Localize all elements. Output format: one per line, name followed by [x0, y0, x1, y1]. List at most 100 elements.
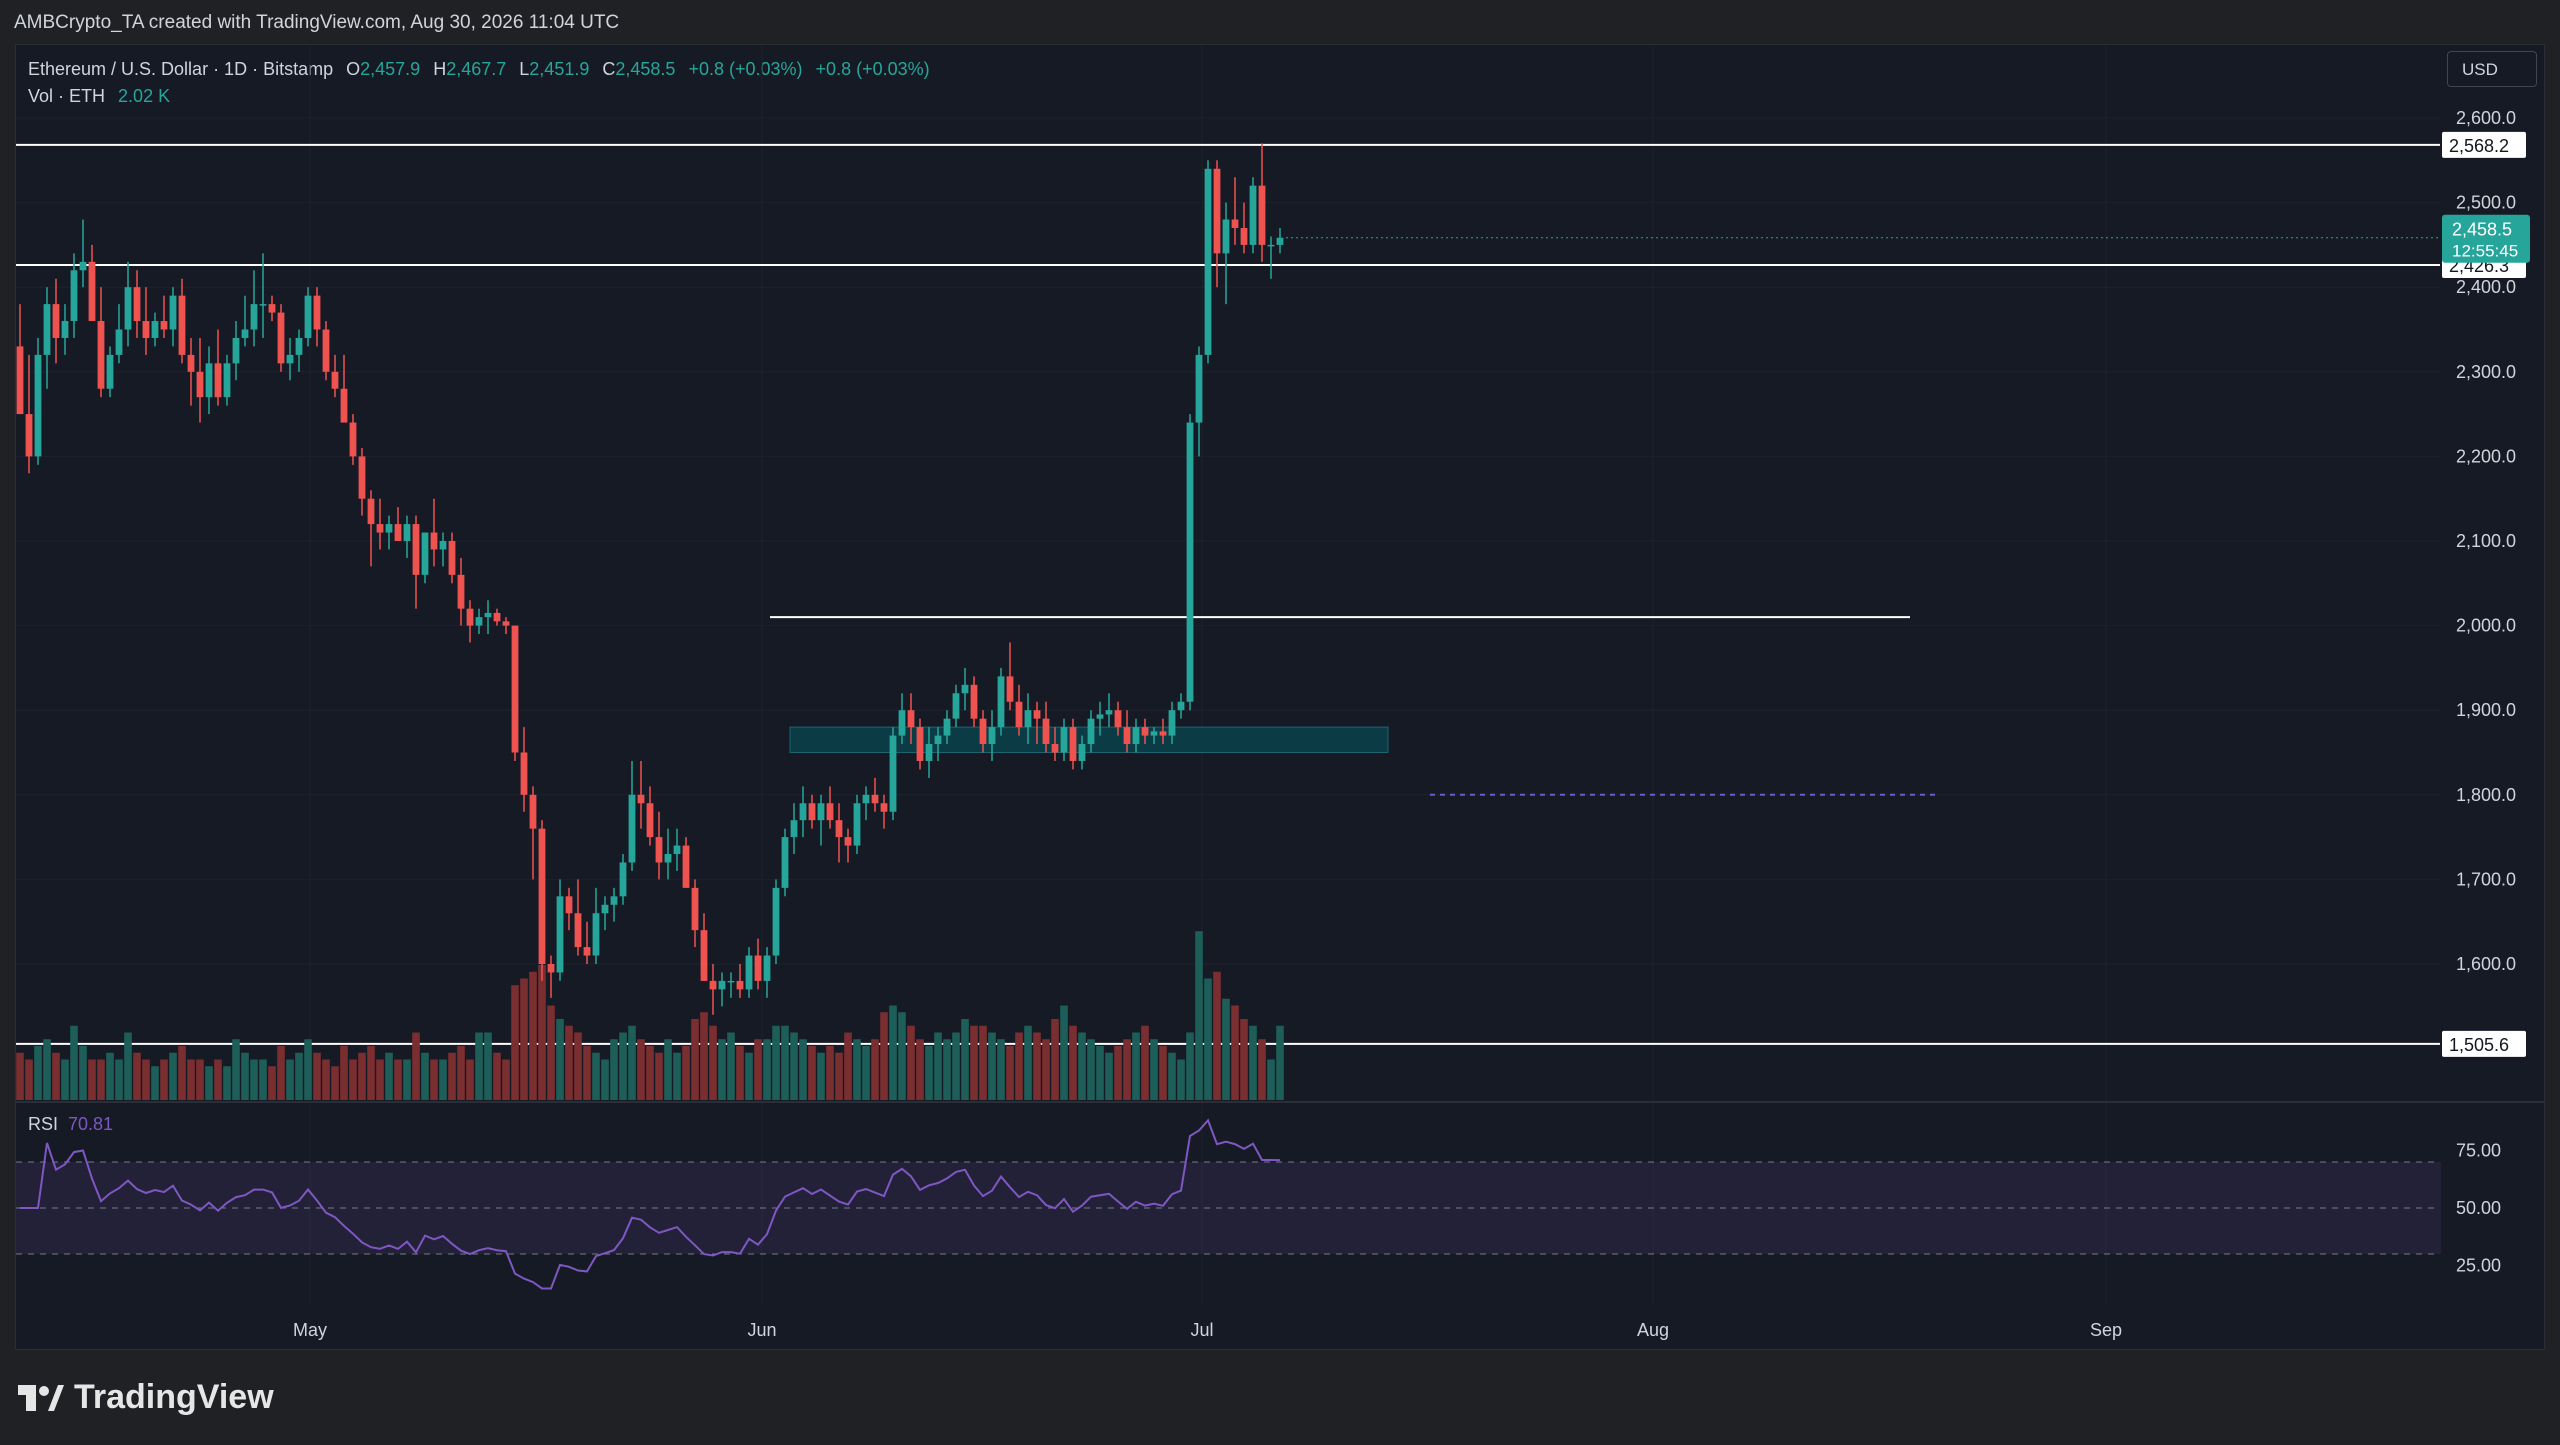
volume-bar [781, 1025, 789, 1100]
candle-body [547, 964, 555, 973]
close-label: C [602, 59, 616, 79]
volume-bar [916, 1039, 924, 1100]
volume-bar [88, 1059, 96, 1100]
rsi-label[interactable]: RSI [28, 1114, 59, 1134]
volume-bar [340, 1046, 348, 1100]
candle-body [997, 676, 1005, 728]
volume-bar [853, 1039, 861, 1100]
candle-body [736, 980, 744, 990]
volume-bar [889, 1005, 897, 1100]
candle-body [754, 955, 762, 981]
tradingview-logo-icon [18, 1384, 64, 1411]
brand-name: TradingView [74, 1378, 274, 1416]
candle-body [1060, 727, 1068, 753]
candle-body [862, 794, 870, 804]
volume-bar [277, 1046, 285, 1100]
volume-bar [682, 1046, 690, 1100]
volume-bar [223, 1066, 231, 1100]
candle-body [79, 261, 87, 271]
candle-body [826, 803, 834, 821]
candle-body [1069, 727, 1077, 761]
volume-bar [727, 1032, 735, 1100]
level-badge-0: 2,568.2 [2449, 136, 2509, 156]
volume-bar [466, 1059, 474, 1100]
volume-bar [1033, 1032, 1041, 1100]
volume-bar [16, 1052, 24, 1100]
level-badge-4: 1,505.6 [2449, 1035, 2509, 1055]
candle-body [169, 295, 177, 330]
candle-body [52, 304, 60, 338]
candle-body [1177, 701, 1185, 711]
candle-body [1033, 710, 1041, 719]
candle-body [1231, 219, 1239, 228]
volume-label[interactable]: Vol · ETH [28, 86, 106, 106]
volume-bar [898, 1012, 906, 1100]
volume-bar [1168, 1052, 1176, 1100]
volume-bar [1105, 1052, 1113, 1100]
level-badge-4-bg [2442, 1030, 2526, 1057]
candle-body [574, 913, 582, 948]
candle-body [367, 498, 375, 525]
volume-bar [43, 1039, 51, 1100]
volume-bar [529, 971, 537, 1100]
candle-body [412, 524, 420, 575]
candle-body [493, 612, 501, 622]
volume-bar [754, 1039, 762, 1100]
candle-body [205, 363, 213, 398]
volume-bar [565, 1025, 573, 1100]
volume-bar [1150, 1039, 1158, 1100]
rsi-axis-label: 50.00 [2456, 1198, 2501, 1218]
candle-body [259, 304, 267, 306]
currency-button[interactable]: USD [2447, 51, 2537, 87]
volume-bar [133, 1052, 141, 1100]
volume-bar [1123, 1039, 1131, 1100]
candle-body [304, 295, 312, 338]
last-price-label: 2,458.5 [2452, 220, 2512, 240]
volume-bar [106, 1052, 114, 1100]
volume-bar [538, 965, 546, 1100]
candle-body [403, 524, 411, 541]
volume-bar [124, 1032, 132, 1100]
volume-bar [268, 1066, 276, 1100]
volume-bar [1069, 1025, 1077, 1100]
candle-body [313, 295, 321, 330]
volume-bar [1096, 1046, 1104, 1100]
open-value: 2,457.9 [360, 59, 421, 79]
candle-body [1258, 185, 1266, 245]
candle-body [916, 727, 924, 761]
volume-bar [1087, 1039, 1095, 1100]
volume-bar [952, 1032, 960, 1100]
volume-bar [1204, 978, 1212, 1100]
tradingview-logo[interactable]: TradingView [18, 1378, 274, 1417]
candle-body [772, 887, 780, 956]
candle-body [943, 718, 951, 736]
price-axis-label: 1,700.0 [2456, 869, 2516, 889]
candle-body [331, 371, 339, 389]
chart-frame[interactable] [15, 44, 2545, 1350]
volume-bar [835, 1052, 843, 1100]
volume-bar [376, 1059, 384, 1100]
volume-bar [286, 1059, 294, 1100]
volume-bar [448, 1052, 456, 1100]
volume-bar [637, 1039, 645, 1100]
volume-bar [34, 1046, 42, 1100]
volume-bar [1177, 1059, 1185, 1100]
time-axis-label: Jun [747, 1320, 776, 1340]
candle-body [781, 837, 789, 888]
volume-bar [871, 1039, 879, 1100]
volume-bar [790, 1032, 798, 1100]
time-axis-label: May [293, 1320, 327, 1340]
symbol-name[interactable]: Ethereum / U.S. Dollar · 1D · Bitstamp [28, 59, 334, 79]
volume-bar [970, 1025, 978, 1100]
volume-bar [601, 1059, 609, 1100]
volume-bar [655, 1052, 663, 1100]
rsi-line [20, 1118, 1281, 1290]
volume-bar [691, 1019, 699, 1100]
candle-body [214, 363, 222, 398]
candle-body [592, 913, 600, 956]
candle-body [43, 304, 51, 355]
candle-body [34, 354, 42, 457]
time-axis-label: Sep [2090, 1320, 2122, 1340]
candle-body [655, 837, 663, 863]
